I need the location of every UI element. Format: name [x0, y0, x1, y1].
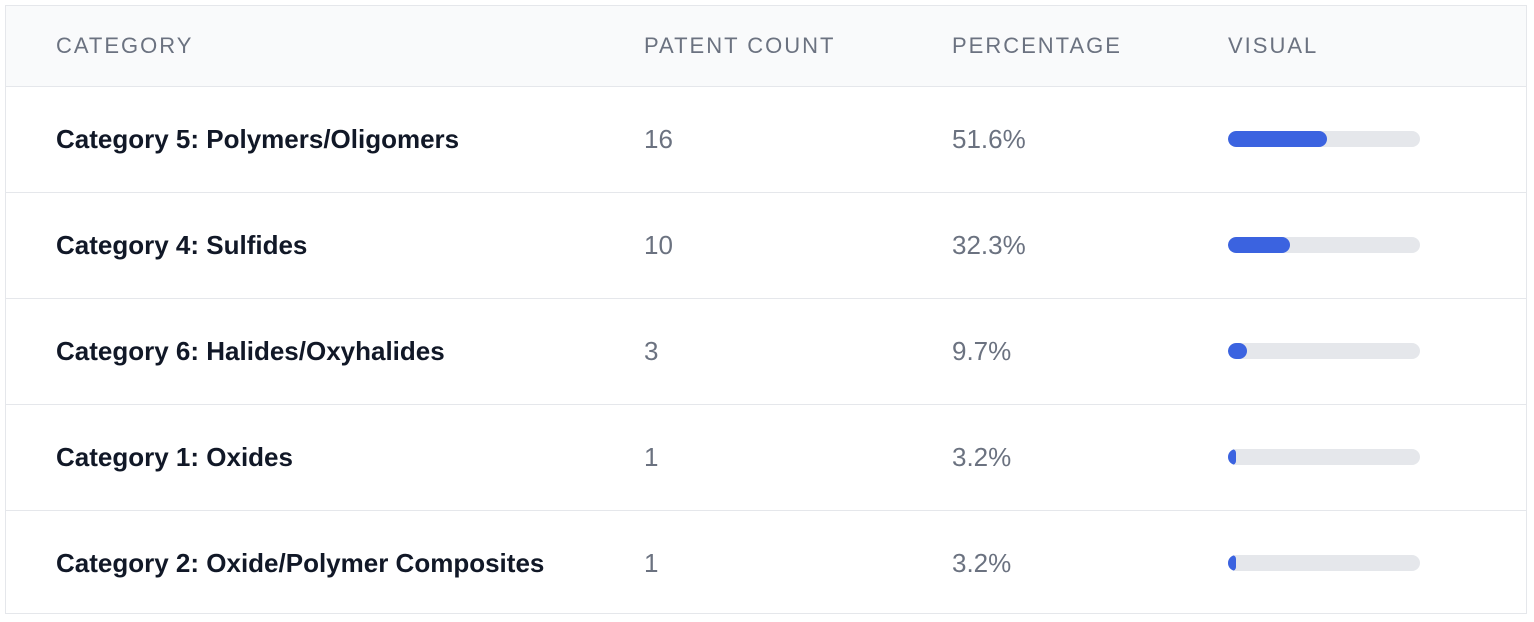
category-cell: Category 2: Oxide/Polymer Composites [56, 547, 545, 578]
category-cell: Category 1: Oxides [56, 441, 293, 472]
visual-cell [1228, 298, 1526, 404]
percentage-cell: 3.2% [952, 547, 1012, 578]
patent-count-cell: 1 [644, 441, 659, 472]
header-row: CATEGORY PATENT COUNT PERCENTAGE VISUAL [6, 6, 1526, 86]
patent-count-cell: 16 [644, 123, 673, 154]
visual-cell [1228, 510, 1526, 616]
column-header-patent-count[interactable]: PATENT COUNT [644, 32, 836, 58]
table-row: Category 2: Oxide/Polymer Composites 1 3… [6, 510, 1526, 616]
progress-bar-track [1228, 449, 1420, 465]
progress-bar-fill [1228, 131, 1328, 147]
category-cell: Category 4: Sulfides [56, 229, 308, 260]
category-cell: Category 5: Polymers/Oligomers [56, 123, 460, 154]
table-row: Category 4: Sulfides 10 32.3% [6, 192, 1526, 298]
percentage-cell: 51.6% [952, 123, 1026, 154]
percentage-cell: 32.3% [952, 229, 1026, 260]
visual-cell [1228, 404, 1526, 510]
visual-cell [1228, 86, 1526, 192]
visual-cell [1228, 192, 1526, 298]
progress-bar-fill [1228, 449, 1236, 465]
table-row: Category 6: Halides/Oxyhalides 3 9.7% [6, 298, 1526, 404]
table-row: Category 5: Polymers/Oligomers 16 51.6% [6, 86, 1526, 192]
percentage-cell: 3.2% [952, 441, 1012, 472]
category-table: CATEGORY PATENT COUNT PERCENTAGE VISUAL … [6, 6, 1526, 616]
patent-count-cell: 3 [644, 335, 659, 366]
progress-bar-track [1228, 555, 1420, 572]
table-header: CATEGORY PATENT COUNT PERCENTAGE VISUAL [6, 6, 1526, 86]
progress-bar-track [1228, 131, 1420, 147]
table-row: Category 1: Oxides 1 3.2% [6, 404, 1526, 510]
category-cell: Category 6: Halides/Oxyhalides [56, 335, 445, 366]
patent-count-cell: 10 [644, 229, 673, 260]
progress-bar-fill [1228, 555, 1236, 572]
progress-bar-fill [1228, 343, 1247, 359]
progress-bar-track [1228, 343, 1420, 359]
column-header-percentage[interactable]: PERCENTAGE [952, 32, 1122, 58]
progress-bar-track [1228, 237, 1420, 253]
column-header-visual: VISUAL [1228, 32, 1319, 58]
patent-category-table: CATEGORY PATENT COUNT PERCENTAGE VISUAL … [5, 5, 1527, 614]
table-body: Category 5: Polymers/Oligomers 16 51.6% … [6, 86, 1526, 616]
progress-bar-fill [1228, 237, 1291, 253]
percentage-cell: 9.7% [952, 335, 1012, 366]
patent-count-cell: 1 [644, 547, 659, 578]
column-header-category[interactable]: CATEGORY [56, 32, 194, 58]
